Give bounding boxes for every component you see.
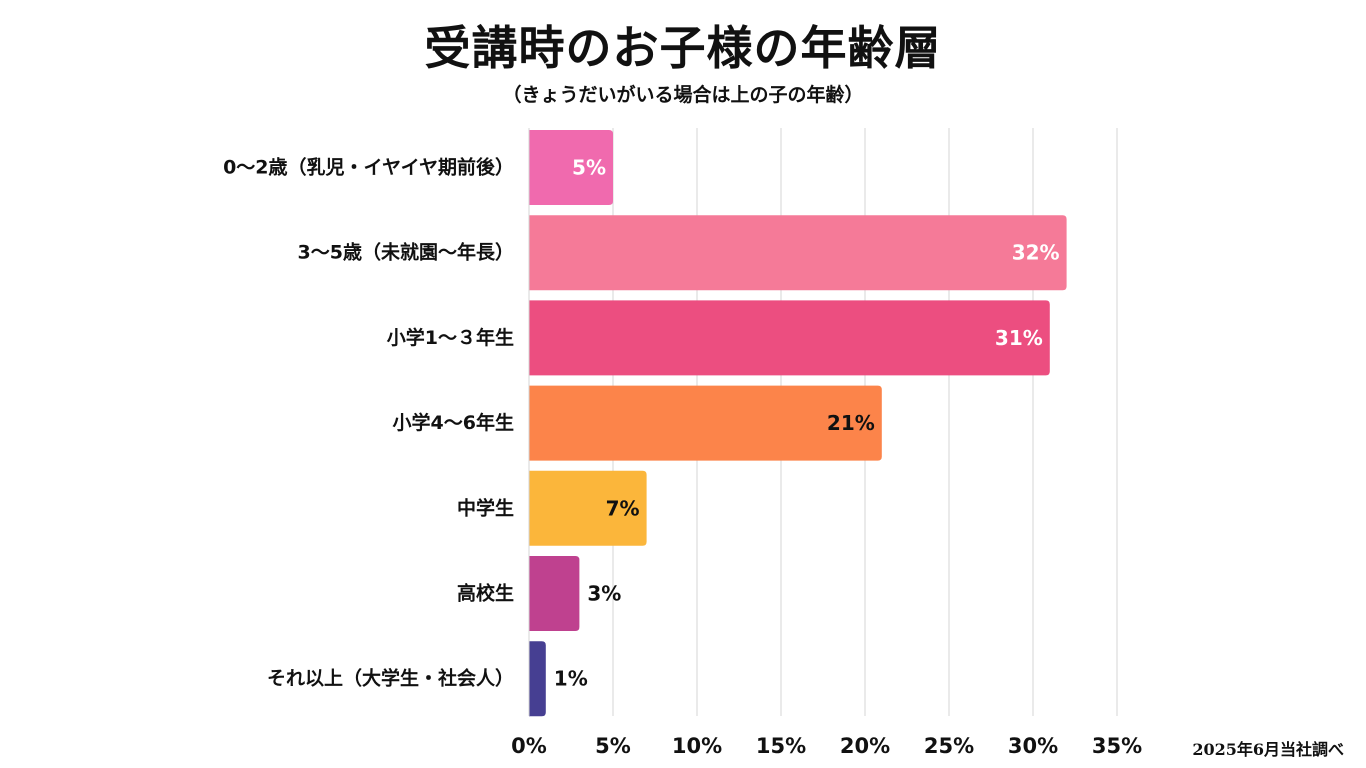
chart-subtitle: （きょうだいがいる場合は上の子の年齢） xyxy=(502,84,864,106)
category-label: 高校生 xyxy=(457,582,514,605)
x-tick-label: 25% xyxy=(924,734,974,758)
data-label: 21% xyxy=(827,411,875,435)
data-label: 3% xyxy=(587,582,621,606)
category-label: 小学4〜6年生 xyxy=(393,411,514,434)
data-label: 31% xyxy=(995,326,1043,350)
x-tick-label: 20% xyxy=(840,734,890,758)
source-note: 2025年6月当社調べ xyxy=(1192,740,1344,759)
x-tick-label: 15% xyxy=(756,734,806,758)
bar xyxy=(529,215,1067,291)
bar xyxy=(529,130,613,205)
data-label: 7% xyxy=(606,496,640,520)
x-tick-label: 30% xyxy=(1008,734,1058,758)
bar xyxy=(529,300,1050,376)
category-label: 中学生 xyxy=(457,496,514,519)
data-label: 5% xyxy=(572,156,606,180)
x-tick-label: 0% xyxy=(511,734,547,758)
category-label: 3〜5歳（未就園〜年長） xyxy=(298,241,514,264)
x-tick-label: 10% xyxy=(672,734,722,758)
category-label: 0〜2歳（乳児・イヤイヤ期前後） xyxy=(223,156,514,179)
category-label: それ以上（大学生・社会人） xyxy=(267,667,514,690)
bar xyxy=(529,556,580,631)
category-label: 小学1〜３年生 xyxy=(387,326,514,349)
x-tick-label: 5% xyxy=(595,734,631,758)
bar xyxy=(529,641,546,717)
data-label: 32% xyxy=(1012,241,1060,265)
chart-title: 受講時のお子様の年齢層 xyxy=(424,21,942,75)
x-tick-label: 35% xyxy=(1092,734,1142,758)
bar xyxy=(529,385,882,461)
data-label: 1% xyxy=(554,667,588,691)
bar xyxy=(529,470,647,546)
